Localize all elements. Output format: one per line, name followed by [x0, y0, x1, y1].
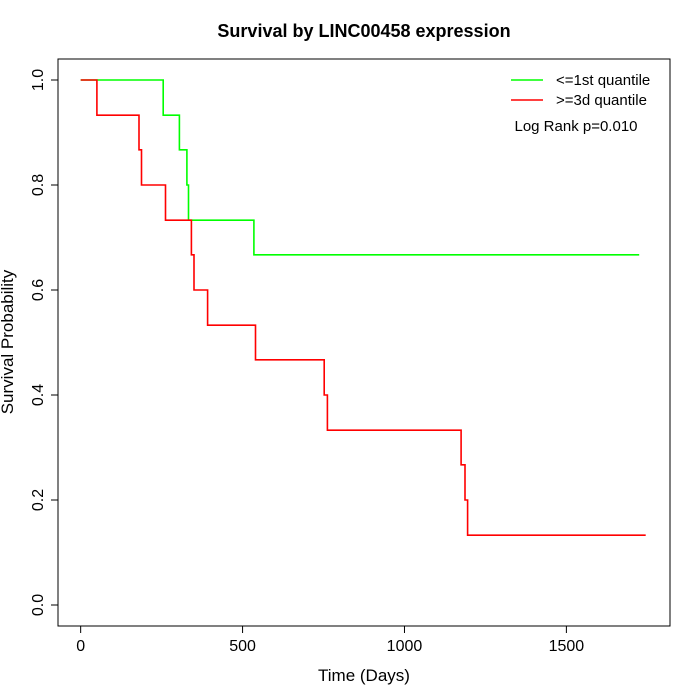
legend-label-0: <=1st quantile: [556, 72, 650, 89]
y-tick-label: 0.4: [30, 384, 47, 406]
y-tick-label: 1.0: [30, 69, 47, 91]
series-line-0: [80, 79, 640, 256]
x-tick-label: 500: [229, 638, 256, 655]
plot-frame: [57, 58, 671, 627]
y-axis-label: Survival Probability: [0, 269, 17, 414]
x-tick-label: 0: [76, 638, 85, 655]
legend-label-1: >=3d quantile: [556, 92, 647, 109]
log-rank-annotation: Log Rank p=0.010: [514, 118, 637, 135]
series-line-1: [80, 79, 646, 536]
y-tick-label: 0.8: [30, 174, 47, 196]
series-layer: [80, 79, 646, 536]
chart-title: Survival by LINC00458 expression: [217, 21, 510, 41]
y-tick-label: 0.2: [30, 489, 47, 511]
y-tick-label: 0.0: [30, 594, 47, 616]
x-axis: 0 500 1000 1500: [76, 625, 585, 655]
x-tick-label: 1500: [549, 638, 585, 655]
legend: <=1st quantile >=3d quantile: [511, 72, 650, 109]
y-axis: 0.0 0.2 0.4 0.6 0.8 1.0: [30, 69, 59, 616]
x-tick-label: 1000: [387, 638, 423, 655]
y-tick-label: 0.6: [30, 279, 47, 301]
x-axis-label: Time (Days): [318, 666, 410, 685]
